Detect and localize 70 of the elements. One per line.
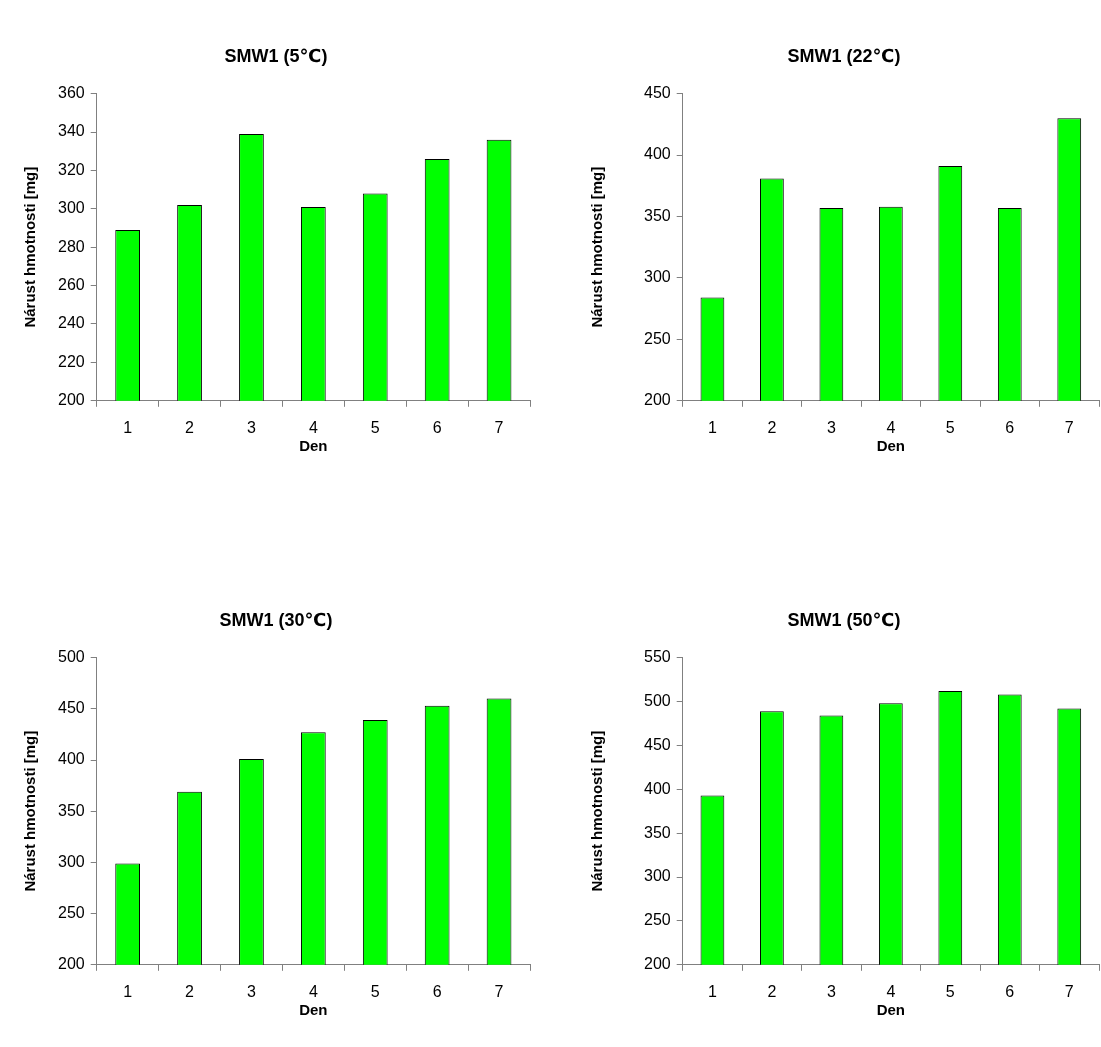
x-tick-label: 2 — [767, 982, 777, 1000]
y-tick-label: 300 — [57, 852, 85, 870]
x-tick-label: 3 — [826, 982, 836, 1000]
chart-title: SMW1 (22℃) — [787, 45, 901, 66]
x-tick-label: 3 — [246, 982, 256, 1000]
y-tick-label: 200 — [643, 955, 671, 973]
x-tick-label: 1 — [707, 982, 717, 1000]
x-tick-label: 5 — [945, 418, 955, 436]
x-tick-label: 7 — [494, 418, 504, 436]
x-tick-label: 4 — [308, 418, 318, 436]
y-tick-label: 550 — [643, 648, 671, 666]
y-tick-label: 300 — [57, 199, 85, 217]
y-tick-label: 200 — [57, 955, 85, 973]
x-tick-label: 5 — [370, 982, 380, 1000]
y-tick-label: 280 — [57, 237, 85, 255]
y-tick-label: 400 — [643, 779, 671, 797]
y-tick-label: 240 — [57, 314, 85, 332]
y-tick-label: 500 — [57, 648, 85, 666]
x-tick-label: 3 — [246, 418, 256, 436]
y-tick-label: 400 — [643, 145, 671, 163]
x-tick-label: 5 — [370, 418, 380, 436]
y-axis-title: Nárust hmotnosti [mg] — [588, 730, 606, 892]
y-tick-label: 340 — [57, 122, 85, 140]
y-tick-label: 500 — [643, 691, 671, 709]
y-axis-title: Nárust hmotnosti [mg] — [21, 166, 39, 328]
y-tick-label: 200 — [57, 391, 85, 409]
x-tick-label: 4 — [308, 982, 318, 1000]
x-tick-label: 7 — [1064, 418, 1074, 436]
y-tick-label: 300 — [643, 268, 671, 286]
x-tick-label: 7 — [494, 982, 504, 1000]
x-tick-label: 6 — [432, 418, 442, 436]
x-tick-label: 6 — [1005, 982, 1015, 1000]
y-tick-label: 260 — [57, 276, 85, 294]
y-tick-label: 250 — [643, 911, 671, 929]
y-tick-label: 350 — [643, 823, 671, 841]
x-tick-label: 3 — [826, 418, 836, 436]
chart-title: SMW1 (5℃) — [224, 45, 328, 66]
x-tick-label: 6 — [1005, 418, 1015, 436]
x-tick-label: 6 — [432, 982, 442, 1000]
y-tick-label: 350 — [57, 801, 85, 819]
y-axis-title: Nárust hmotnosti [mg] — [588, 166, 606, 328]
x-tick-label: 5 — [945, 982, 955, 1000]
y-tick-label: 400 — [57, 750, 85, 768]
x-tick-label: 1 — [123, 418, 133, 436]
y-tick-label: 360 — [57, 84, 85, 102]
x-tick-label: 4 — [886, 982, 896, 1000]
y-tick-label: 200 — [643, 391, 671, 409]
y-tick-label: 350 — [643, 206, 671, 224]
x-tick-label: 1 — [123, 982, 133, 1000]
x-axis-title: Den — [876, 437, 906, 455]
x-tick-label: 2 — [767, 418, 777, 436]
y-tick-label: 220 — [57, 352, 85, 370]
y-tick-label: 250 — [57, 904, 85, 922]
y-tick-label: 450 — [643, 735, 671, 753]
y-tick-label: 450 — [643, 84, 671, 102]
x-axis-title: Den — [876, 1001, 906, 1019]
x-axis-title: Den — [299, 1001, 328, 1019]
y-axis-title: Nárust hmotnosti [mg] — [21, 730, 39, 892]
x-tick-label: 1 — [707, 418, 717, 436]
y-tick-label: 300 — [643, 867, 671, 885]
y-tick-label: 450 — [57, 699, 85, 717]
x-tick-label: 4 — [886, 418, 896, 436]
chart-title: SMW1 (50℃) — [787, 609, 901, 630]
x-axis-title: Den — [299, 437, 328, 455]
x-tick-label: 7 — [1064, 982, 1074, 1000]
chart-title: SMW1 (30℃) — [219, 609, 333, 630]
y-tick-label: 320 — [57, 160, 85, 178]
y-tick-label: 250 — [643, 329, 671, 347]
x-tick-label: 2 — [185, 982, 195, 1000]
x-tick-label: 2 — [185, 418, 195, 436]
